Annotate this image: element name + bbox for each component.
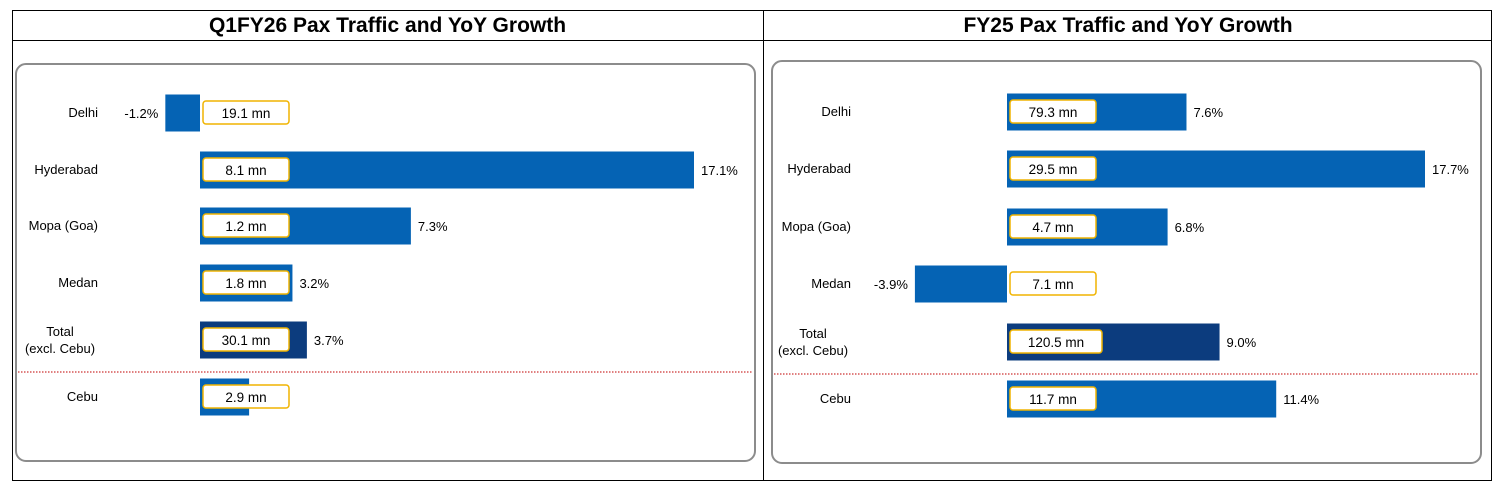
value-label: 17.7% xyxy=(1432,162,1469,177)
traffic-label-box xyxy=(202,157,290,182)
traffic-label-box xyxy=(1009,329,1103,354)
traffic-label: 2.9 mn xyxy=(225,390,266,405)
traffic-label: 1.8 mn xyxy=(225,276,266,291)
value-label: 11.4% xyxy=(1283,392,1319,407)
category-label: Total (excl. Cebu) xyxy=(778,326,848,358)
traffic-label-box xyxy=(202,270,290,295)
traffic-label: 4.7 mn xyxy=(1032,220,1073,235)
traffic-label: 79.3 mn xyxy=(1029,105,1078,120)
traffic-label-box xyxy=(1009,156,1097,181)
traffic-label-box xyxy=(1009,271,1097,296)
traffic-label-box xyxy=(202,384,290,409)
traffic-label: 8.1 mn xyxy=(225,163,266,178)
traffic-label-box xyxy=(1009,386,1097,411)
category-label: Mopa (Goa) xyxy=(29,218,98,233)
traffic-label: 1.2 mn xyxy=(225,219,266,234)
value-label: -3.9% xyxy=(874,277,908,292)
category-label: Total (excl. Cebu) xyxy=(25,324,95,356)
value-label: 7.6% xyxy=(1193,105,1223,120)
value-label: 3.2% xyxy=(299,276,329,291)
category-label: Cebu xyxy=(67,389,98,404)
title-row xyxy=(12,10,1492,41)
chart-title-right: FY25 Pax Traffic and YoY Growth xyxy=(963,14,1293,37)
category-label: Hyderabad xyxy=(787,161,851,176)
category-label: Mopa (Goa) xyxy=(782,219,851,234)
traffic-label-box xyxy=(1009,214,1097,239)
category-label: Medan xyxy=(58,275,98,290)
category-label: Hyderabad xyxy=(34,162,98,177)
traffic-label: 120.5 mn xyxy=(1028,335,1084,350)
traffic-label: 7.1 mn xyxy=(1032,277,1073,292)
panel-divider xyxy=(763,10,764,481)
traffic-label: 30.1 mn xyxy=(222,333,271,348)
chart-panel-1: Delhi -1.2% 19.1 mn Hyderabad 17.1% 8.1 mn Mop… xyxy=(15,63,756,462)
traffic-label-box xyxy=(202,100,290,125)
category-label: Medan xyxy=(811,276,851,291)
traffic-label-box xyxy=(202,213,290,238)
chart-title-left: Q1FY26 Pax Traffic and YoY Growth xyxy=(208,14,567,37)
traffic-label-box xyxy=(202,327,290,352)
bar xyxy=(165,94,200,132)
value-label: 3.7% xyxy=(314,333,344,348)
value-label: 6.8% xyxy=(1175,220,1205,235)
category-label: Delhi xyxy=(68,105,98,120)
traffic-label: 11.7 mn xyxy=(1029,392,1077,407)
traffic-label: 29.5 mn xyxy=(1029,162,1078,177)
value-label: 7.3% xyxy=(418,219,448,234)
value-label: -1.2% xyxy=(124,106,158,121)
chart-panel-2: Delhi 7.6% 79.3 mn Hyderabad 17.7% 29.5 mn Mop… xyxy=(771,60,1482,464)
value-label: 9.0% xyxy=(1227,335,1257,350)
chart-plot-box xyxy=(15,63,756,462)
bar xyxy=(914,265,1007,303)
category-label: Cebu xyxy=(820,391,851,406)
value-label: 17.1% xyxy=(701,163,738,178)
traffic-label-box xyxy=(1009,99,1097,124)
category-label: Delhi xyxy=(821,104,851,119)
chart-frame xyxy=(12,10,1492,481)
traffic-label: 19.1 mn xyxy=(222,106,271,121)
